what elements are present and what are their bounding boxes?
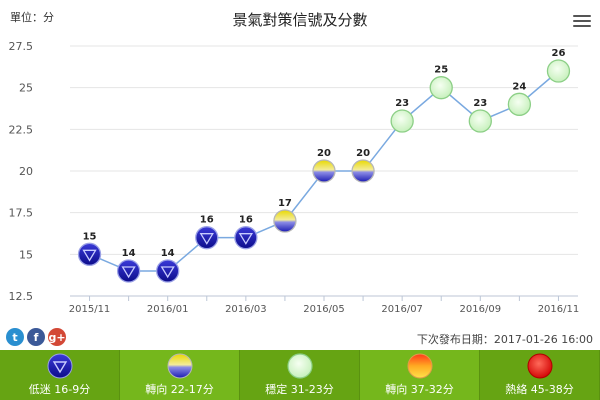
blue-light-marker [234, 226, 258, 250]
data-point[interactable]: 17 [273, 198, 297, 233]
data-point[interactable]: 23 [390, 98, 414, 133]
x-tick-label: 2016/09 [460, 304, 502, 315]
legend-label: 低迷 16-9分 [28, 383, 91, 396]
data-point[interactable]: 24 [507, 81, 532, 116]
data-label: 24 [512, 81, 526, 92]
green-light-marker [468, 109, 492, 133]
data-label: 15 [83, 231, 97, 242]
data-label: 14 [122, 248, 136, 259]
y-tick-label: 22.5 [9, 123, 34, 136]
down-triangle-icon [160, 266, 175, 279]
data-label: 23 [473, 98, 487, 109]
data-label: 20 [317, 148, 331, 159]
blue-light-icon [47, 353, 72, 379]
data-point[interactable]: 20 [351, 148, 375, 183]
data-point[interactable]: 16 [195, 215, 219, 250]
chart-title: 景氣對策信號及分數 [232, 11, 367, 29]
data-point[interactable]: 25 [429, 65, 453, 100]
data-label: 17 [278, 198, 292, 209]
legend-item-low[interactable]: 低迷 16-9分 [0, 350, 120, 400]
data-point[interactable]: 15 [77, 231, 102, 266]
legend-label: 轉向 37-32分 [385, 383, 454, 396]
yellow-blue-light-marker [273, 209, 297, 233]
unit-label: 單位：分 [10, 11, 54, 24]
twitter-share-icon[interactable]: t [6, 328, 24, 346]
google-plus-share-icon[interactable]: g+ [48, 328, 66, 346]
legend-item-yellow-blue[interactable]: 轉向 22-17分 [120, 350, 240, 400]
down-triangle-icon [82, 249, 97, 262]
data-point[interactable]: 14 [116, 248, 141, 283]
y-tick-label: 25 [19, 82, 33, 95]
green-light-icon [286, 353, 313, 379]
data-label: 25 [434, 65, 448, 76]
legend-label: 穩定 31-23分 [265, 383, 334, 396]
data-point[interactable]: 23 [468, 98, 492, 133]
signal-legend: 低迷 16-9分 轉向 22-17分 穩定 31-23分 轉向 37-32分 熱… [0, 350, 600, 400]
data-label: 16 [200, 215, 214, 226]
y-tick-label: 17.5 [9, 207, 34, 220]
green-light-marker [507, 92, 532, 116]
x-tick-label: 2016/03 [225, 304, 267, 315]
y-tick-label: 20 [19, 165, 33, 178]
y-tick-label: 12.5 [9, 290, 34, 303]
x-tick-label: 2015/11 [69, 304, 111, 315]
data-label: 26 [552, 48, 566, 59]
blue-light-marker [116, 259, 141, 283]
legend-label: 熱絡 45-38分 [505, 383, 574, 396]
chart-menu-button[interactable] [573, 15, 591, 29]
legend-item-green[interactable]: 穩定 31-23分 [240, 350, 360, 400]
green-light-marker [429, 76, 453, 100]
yellow-blue-light-marker [312, 159, 336, 183]
blue-light-marker [77, 242, 102, 266]
down-triangle-icon [121, 266, 136, 279]
legend-item-yellow-red[interactable]: 轉向 37-32分 [360, 350, 480, 400]
x-tick-label: 2016/07 [381, 304, 423, 315]
next-release-date: 下次發布日期：2017-01-26 16:00 [416, 333, 593, 346]
down-triangle-icon [238, 233, 253, 245]
blue-light-marker [195, 226, 219, 250]
facebook-share-icon[interactable]: f [27, 328, 45, 346]
y-tick-label: 27.5 [9, 40, 34, 53]
y-tick-label: 15 [19, 248, 33, 261]
data-label: 20 [356, 148, 370, 159]
green-light-marker [390, 109, 414, 133]
x-tick-label: 2016/01 [147, 304, 189, 315]
data-label: 14 [161, 248, 175, 259]
data-point[interactable]: 16 [234, 215, 258, 250]
yellow-blue-light-marker [351, 159, 375, 183]
legend-item-hot[interactable]: 熱絡 45-38分 [480, 350, 600, 400]
share-bar: t f g+ [6, 328, 66, 346]
yellow-blue-light-icon [167, 353, 192, 379]
x-tick-label: 2016/11 [538, 304, 580, 315]
down-triangle-icon [199, 233, 214, 245]
red-light-icon [527, 353, 552, 379]
yellow-red-light-icon [407, 353, 432, 379]
data-label: 23 [395, 98, 409, 109]
x-tick-label: 2016/05 [303, 304, 345, 315]
data-point[interactable]: 14 [156, 248, 180, 283]
data-point[interactable]: 20 [312, 148, 336, 183]
legend-label: 轉向 22-17分 [145, 383, 214, 396]
green-light-marker [546, 59, 571, 83]
blue-light-marker [156, 259, 180, 283]
data-point[interactable]: 26 [546, 48, 571, 83]
data-label: 16 [239, 215, 253, 226]
